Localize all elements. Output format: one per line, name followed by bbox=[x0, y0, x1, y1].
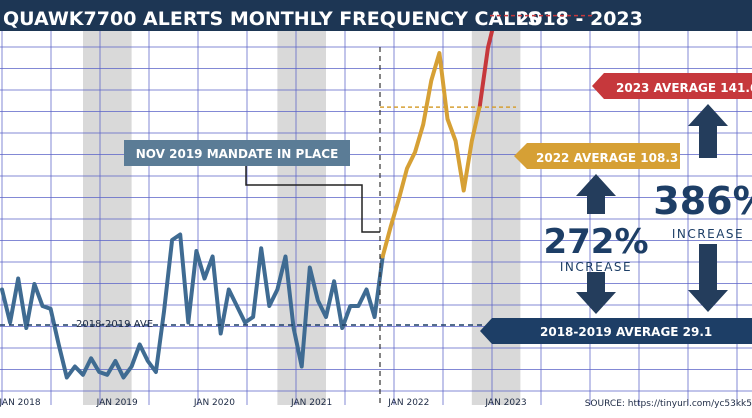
avg-2023-label: 2023 AVERAGE 141.6 bbox=[616, 81, 752, 95]
x-tick-label: JAN 2018 bbox=[0, 398, 41, 408]
x-axis-ticks: JAN 2018 JAN 2019 JAN 2020 JAN 2021 JAN 2022… bbox=[0, 398, 527, 408]
chart-title: QUAWK7700 ALERTS MONTHLY FREQUENCY CALLS bbox=[3, 8, 541, 30]
reference-lines bbox=[0, 14, 594, 405]
increase-272-label: INCREASE bbox=[560, 260, 632, 274]
avg-2022-banner bbox=[514, 143, 680, 169]
pct-272: 272% bbox=[543, 222, 648, 262]
mandate-leader-line bbox=[245, 164, 380, 233]
increase-386-label: INCREASE bbox=[672, 227, 744, 241]
source-note: SOURCE: https://tinyurl.com/yc53kk5 bbox=[585, 399, 752, 409]
pct-386: 386% bbox=[653, 179, 752, 223]
avg-2018-2019-label: 2018-2019 AVERAGE 29.1 bbox=[540, 325, 712, 339]
title-bar bbox=[0, 0, 752, 31]
avg-2022-label: 2022 AVERAGE 108.3 bbox=[536, 151, 678, 165]
arrow-down-272 bbox=[576, 272, 616, 314]
x-tick-label: JAN 2021 bbox=[290, 398, 332, 408]
arrow-down-386 bbox=[688, 244, 728, 312]
series-2022-line bbox=[380, 51, 482, 259]
x-tick-label: JAN 2020 bbox=[193, 398, 235, 408]
avg-2018-2019-banner bbox=[480, 318, 752, 344]
mandate-label: NOV 2019 MANDATE IN PLACE bbox=[136, 147, 339, 161]
baseline-label: 2018-2019 AVE bbox=[76, 319, 153, 330]
year-band bbox=[471, 31, 521, 405]
series-2018-2021-line bbox=[0, 232, 385, 380]
arrow-up-272 bbox=[576, 174, 616, 214]
x-tick-label: JAN 2023 bbox=[484, 398, 526, 408]
chart-title-years: 2018 - 2023 bbox=[516, 8, 643, 30]
avg-2023-banner bbox=[592, 73, 752, 99]
x-tick-label: JAN 2019 bbox=[96, 398, 138, 408]
arrow-up-386 bbox=[688, 104, 728, 158]
mandate-label-box bbox=[124, 140, 350, 166]
year-band bbox=[83, 31, 132, 405]
x-tick-label: JAN 2022 bbox=[387, 398, 429, 408]
